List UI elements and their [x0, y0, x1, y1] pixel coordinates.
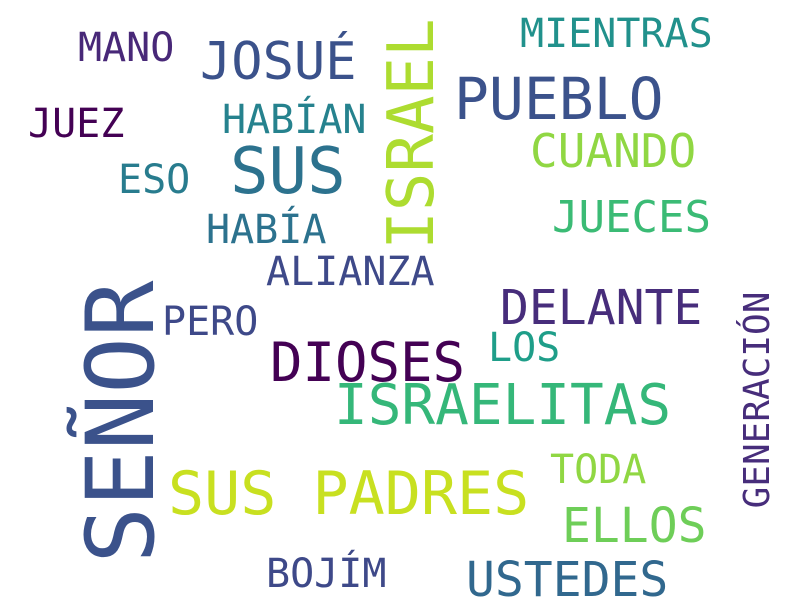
word-juez: JUEZ [28, 101, 125, 147]
word-eso: ESO [118, 157, 191, 203]
word-habian: HABÍAN [222, 97, 367, 143]
word-mano: MANO [78, 25, 175, 71]
word-pueblo: PUEBLO [454, 65, 664, 133]
word-dioses: DIOSES [270, 331, 466, 394]
word-israelitas: ISRAELITAS [334, 373, 672, 438]
word-sus: SUS [230, 135, 346, 209]
word-bojim: BOJÍM [266, 551, 387, 597]
word-generacion: GENERACIÓN [737, 291, 778, 509]
word-los: LOS [488, 325, 561, 371]
word-pero: PERO [162, 299, 259, 345]
word-toda: TODA [550, 447, 647, 493]
word-sus-padres: SUS PADRES [168, 459, 530, 529]
word-josue: JOSUÉ [200, 32, 357, 92]
word-israel: ISRAEL [375, 18, 449, 250]
word-cuando: CUANDO [530, 124, 697, 178]
word-habia: HABÍA [206, 207, 327, 253]
word-jueces: JUECES [552, 192, 711, 243]
word-ustedes: USTEDES [466, 552, 669, 600]
word-alianza: ALIANZA [266, 249, 435, 295]
word-senor: SEÑOR [67, 280, 176, 564]
word-ellos: ELLOS [562, 498, 707, 554]
word-mientras: MIENTRAS [520, 11, 713, 57]
word-delante: DELANTE [500, 280, 703, 336]
